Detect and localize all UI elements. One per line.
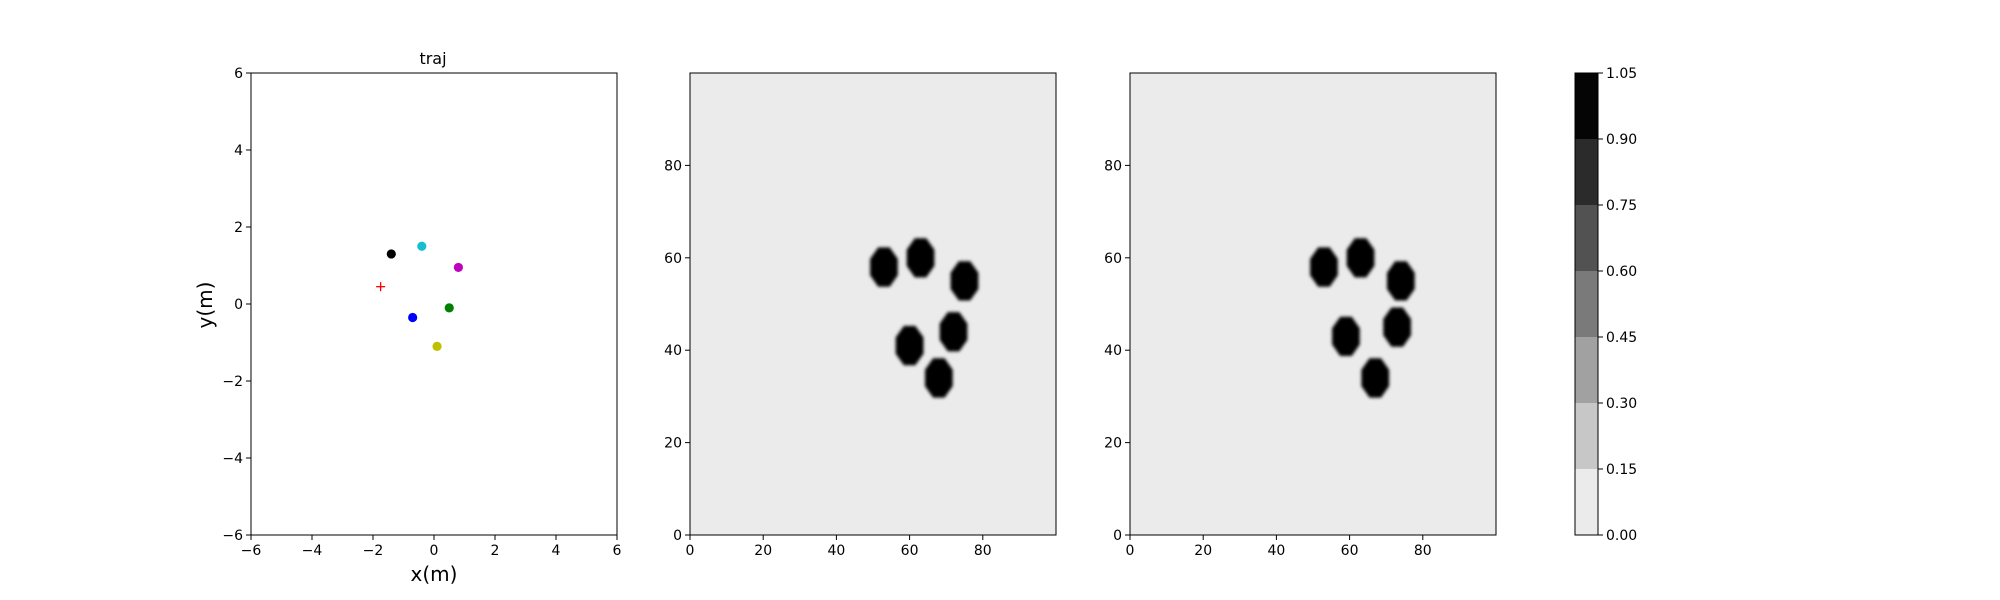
colorbar-band xyxy=(1575,403,1598,469)
heatmap-2-y-tick-label: 20 xyxy=(1104,436,1122,452)
heatmap-2-x-tick-label: 80 xyxy=(1414,543,1432,559)
heatmap-1-y-tick-label: 0 xyxy=(673,528,682,544)
heatmap-1-background xyxy=(690,73,1056,535)
heatmap-2-y-tick-label: 0 xyxy=(1113,528,1122,544)
heatmap-1-x-tick-label: 20 xyxy=(754,543,772,559)
traj-goal-marker xyxy=(376,282,386,292)
heatmap-2-y-tick-label: 40 xyxy=(1104,343,1122,359)
heatmap-2-x-tick-label: 40 xyxy=(1267,543,1285,559)
traj-plot-area xyxy=(251,73,617,535)
heatmap-1-x-tick-label: 60 xyxy=(901,543,919,559)
traj-y-tick-label: 2 xyxy=(234,220,243,236)
traj-x-tick-label: 6 xyxy=(613,543,622,559)
heatmap-2-blob xyxy=(1346,238,1375,278)
heatmap-1-y-tick-label: 40 xyxy=(664,343,682,359)
heatmap-1-y-tick-label: 80 xyxy=(664,158,682,174)
heatmap-1-x-tick-label: 40 xyxy=(827,543,845,559)
heatmap-2-y-tick-label: 60 xyxy=(1104,251,1122,267)
traj-panel: traj −6 −4 −2 0 2 4 6 −6 −4 −2 0 2 4 6 x(m) y(m) xyxy=(193,49,622,586)
traj-x-axis-label: x(m) xyxy=(411,562,458,586)
colorbar-band xyxy=(1575,205,1598,271)
heatmap-1-y-tick-label: 20 xyxy=(664,436,682,452)
heatmap-1-blob xyxy=(939,312,968,352)
colorbar-tick-label: 1.05 xyxy=(1606,66,1637,82)
heatmap-2-blob xyxy=(1383,307,1411,347)
colorbar-tick-label: 0.90 xyxy=(1606,132,1637,148)
colorbar-band xyxy=(1575,139,1598,205)
traj-x-tick-label: 4 xyxy=(552,543,561,559)
colorbar-band xyxy=(1575,337,1598,403)
heatmap-1-blob xyxy=(895,325,924,366)
heatmap-1-blob xyxy=(950,261,979,301)
traj-y-tick-label: 4 xyxy=(234,143,243,159)
colorbar: 0.00 0.15 0.30 0.45 0.60 0.75 0.90 1.05 xyxy=(1574,66,1637,544)
heatmap-2-x-tick-label: 0 xyxy=(1126,543,1135,559)
colorbar-tick-label: 0.75 xyxy=(1606,198,1637,214)
heatmap-2-blob xyxy=(1310,247,1338,287)
heatmap-2-blob xyxy=(1387,261,1415,301)
traj-x-tick-label: −4 xyxy=(302,543,323,559)
colorbar-tick-label: 0.00 xyxy=(1606,528,1637,544)
heatmap-2-x-tick-label: 60 xyxy=(1341,543,1359,559)
colorbar-band xyxy=(1575,73,1598,139)
colorbar-tick-label: 0.15 xyxy=(1606,462,1637,478)
heatmap-1-y-tick-label: 60 xyxy=(664,251,682,267)
traj-agent-point xyxy=(408,312,418,323)
traj-y-tick-label: −6 xyxy=(222,528,243,544)
traj-agent-point xyxy=(417,241,427,251)
traj-agent-point xyxy=(453,262,463,273)
traj-y-tick-label: −4 xyxy=(222,451,243,467)
heatmap-1-x-tick-label: 0 xyxy=(686,543,695,559)
traj-agent-point xyxy=(444,303,454,313)
colorbar-frame xyxy=(1574,72,1599,536)
traj-x-tick-label: 0 xyxy=(430,543,439,559)
heatmap-2-background xyxy=(1130,73,1496,535)
colorbar-tick-label: 0.45 xyxy=(1606,330,1637,346)
colorbar-tick-label: 0.60 xyxy=(1606,264,1637,280)
traj-x-tick-label: 2 xyxy=(491,543,500,559)
heatmap-1-frame xyxy=(689,72,1057,536)
heatmap-2-y-tick-label: 80 xyxy=(1104,158,1122,174)
colorbar-band xyxy=(1575,271,1598,337)
heatmap-2-blob xyxy=(1332,316,1360,356)
colorbar-band xyxy=(1575,469,1598,535)
heatmap-2-blob xyxy=(1361,358,1390,398)
traj-agent-point xyxy=(432,341,442,351)
traj-y-tick-label: −2 xyxy=(222,374,243,390)
traj-y-axis-label: y(m) xyxy=(193,282,217,329)
heatmap-1-blob xyxy=(906,238,935,278)
heatmap-2-frame xyxy=(1129,72,1497,536)
traj-y-tick-label: 6 xyxy=(234,66,243,82)
traj-y-tick-label: 0 xyxy=(234,297,243,313)
heatmap-2-x-tick-label: 20 xyxy=(1194,543,1212,559)
traj-title: traj xyxy=(419,49,446,68)
traj-x-tick-label: −6 xyxy=(241,543,262,559)
heatmap-panel-2: 0 20 40 60 80 0 20 40 60 80 xyxy=(1104,72,1497,559)
colorbar-tick-label: 0.30 xyxy=(1606,396,1637,412)
traj-agent-point xyxy=(386,249,396,259)
heatmap-panel-1: 0 20 40 60 80 0 20 40 60 80 xyxy=(664,72,1057,559)
heatmap-1-blob xyxy=(925,358,953,398)
heatmap-1-blob xyxy=(870,247,898,287)
heatmap-1-x-tick-label: 80 xyxy=(974,543,992,559)
traj-x-tick-label: −2 xyxy=(363,543,384,559)
